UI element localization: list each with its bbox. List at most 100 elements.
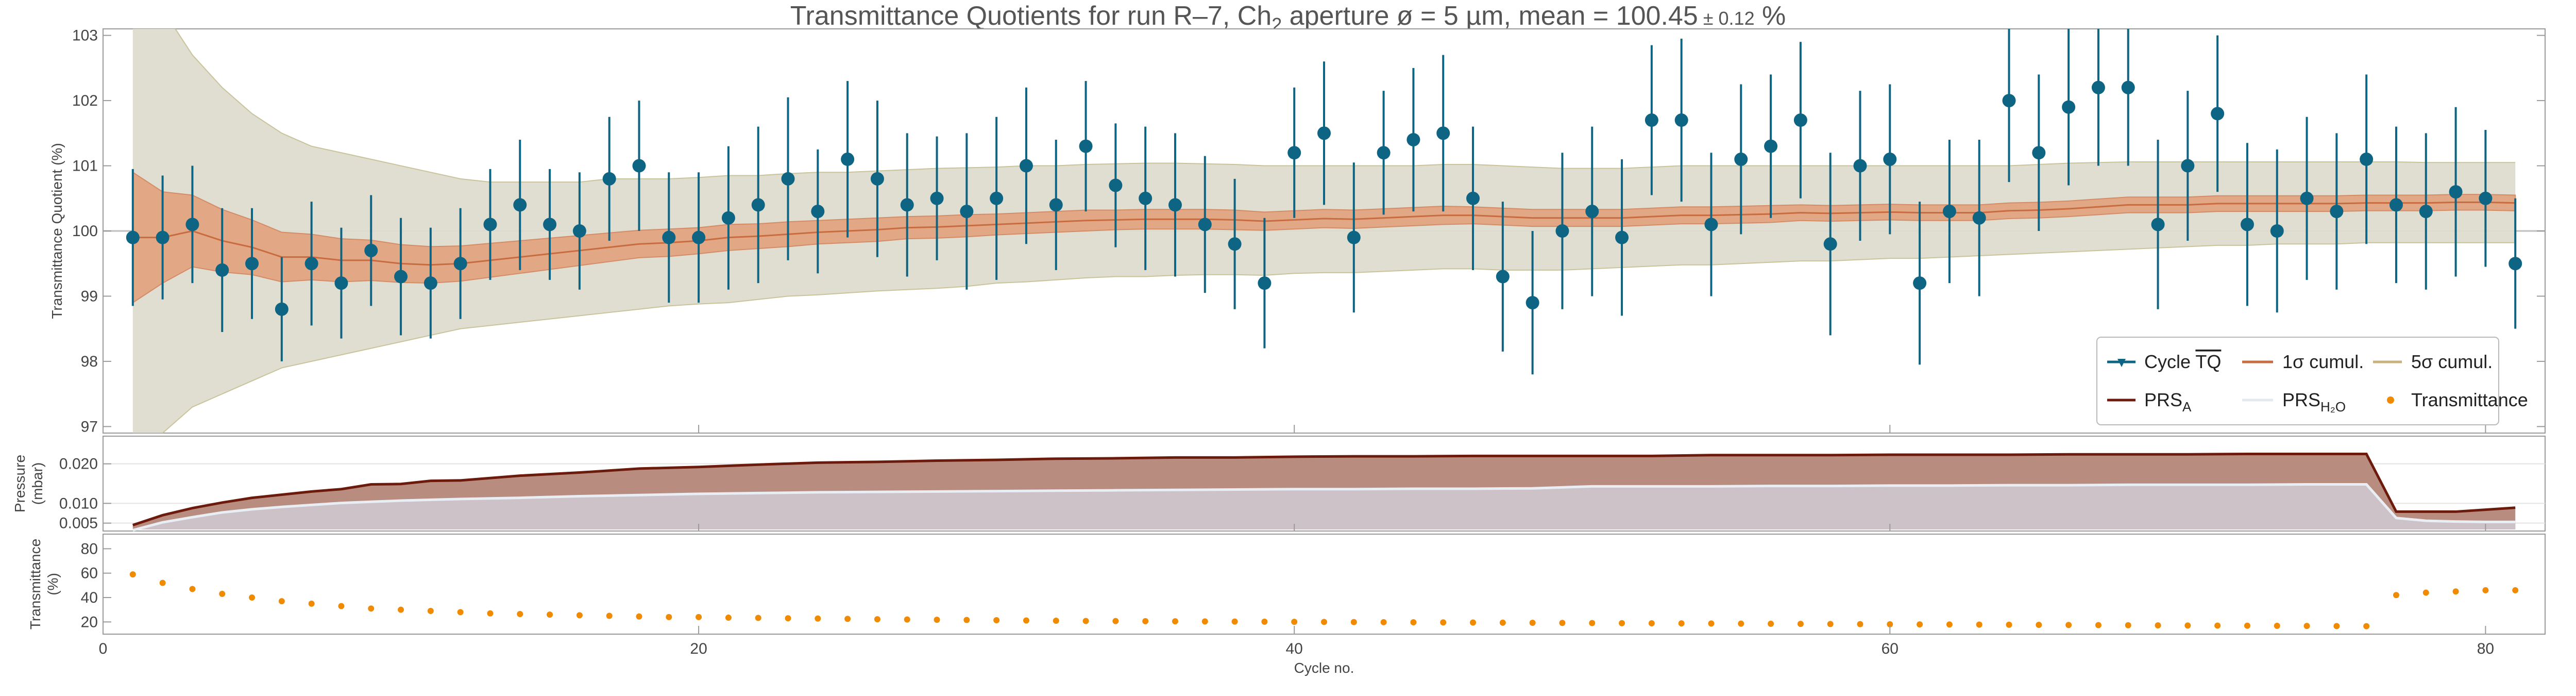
transmittance-point [1321, 619, 1327, 625]
cycle-point [2091, 80, 2105, 94]
cycle-point [304, 257, 318, 271]
cycle-point [1079, 139, 1093, 153]
transmittance-point [1768, 620, 1774, 627]
cycle-point [156, 230, 170, 244]
transmittance-point [1142, 618, 1149, 624]
transmittance-plot [129, 571, 2519, 629]
transmittance-point [1082, 618, 1089, 624]
cycle-point [1168, 198, 1182, 212]
sigma1-mean-line [132, 201, 2516, 266]
cycle-point [2240, 218, 2254, 231]
transmittance-point [1350, 619, 1357, 625]
cycle-point [364, 243, 378, 257]
transmittance-point [1053, 617, 1059, 624]
cycle-point [2419, 205, 2433, 219]
transmittance-point [1589, 620, 1596, 626]
cycle-point [751, 198, 765, 212]
transmittance-point [2393, 592, 2399, 599]
quotient-y-tick-label: 101 [72, 158, 98, 175]
sigma5-band [132, 29, 2516, 433]
svg-text:Pressure: Pressure [12, 455, 28, 512]
legend-label-prs-h2o: PRSH₂O [2282, 389, 2346, 415]
transmittance-y-tick-label: 80 [81, 540, 98, 557]
legend-item-cycle: Cycle TQ [2107, 351, 2221, 372]
cycle-point [1645, 113, 1658, 127]
transmittance-point [2303, 623, 2310, 629]
transmittance-point [1827, 621, 1834, 627]
pressure-y-tick-label: 0.010 [59, 495, 98, 512]
cycle-point [275, 302, 289, 316]
cycle-point [1793, 113, 1807, 127]
transmittance-point [606, 612, 613, 619]
transmittance-y-tick-label: 20 [81, 614, 98, 631]
transmittance-point [993, 617, 1000, 624]
transmittance-point [1499, 619, 1506, 626]
cycle-point [960, 205, 974, 219]
cycle-point [453, 257, 467, 271]
transmittance-point [2512, 587, 2519, 593]
transmittance-y-tick-label: 40 [81, 589, 98, 606]
transmittance-point [2184, 622, 2191, 629]
transmittance-point [2125, 622, 2131, 628]
legend-item-transmittance: Transmittance [2387, 389, 2528, 410]
transmittance-point [1410, 619, 1417, 626]
prs-a-line [132, 453, 2516, 526]
legend-box [2096, 337, 2499, 425]
cycle-point [1853, 159, 1867, 173]
cycle-point [1496, 270, 1510, 284]
cycle-point [1377, 146, 1391, 160]
transmittance-point [1797, 621, 1804, 627]
transmittance-point [278, 598, 285, 605]
transmittance-point [2214, 622, 2221, 629]
legend-label-sigma1: 1σ cumul. [2282, 351, 2364, 372]
pressure-plot [103, 453, 2545, 532]
transmittance-point [1380, 619, 1387, 625]
cycle-point [2032, 146, 2046, 160]
cycle-point [1883, 152, 1897, 166]
cycle-point [602, 172, 616, 186]
x-axis-label: Cycle no. [1294, 660, 1354, 676]
cycle-point [1466, 191, 1480, 205]
transmittance-point [1946, 621, 1953, 628]
svg-text:(%): (%) [45, 573, 61, 595]
cycle-point [423, 276, 437, 290]
transmittance-point [2036, 622, 2042, 628]
transmittance-point [398, 606, 404, 613]
chart-title: Transmittance Quotients for run R–7, Ch2… [790, 1, 1786, 35]
transmittance-point [249, 594, 256, 601]
transmittance-point [1172, 618, 1178, 625]
transmittance-point [457, 609, 464, 616]
cycle-point [1317, 126, 1331, 140]
sigma5-lower-line [132, 242, 2516, 433]
x-tick-label: 20 [690, 640, 707, 657]
transmittance-point [1738, 620, 1744, 627]
quotient-y-tick-label: 102 [72, 92, 98, 109]
cycle-point [2479, 191, 2493, 205]
cycle-point [1764, 139, 1778, 153]
transmittance-point [547, 611, 553, 618]
x-tick-label: 60 [1882, 640, 1899, 657]
cycle-point [1734, 152, 1748, 166]
transmittance-point [1440, 619, 1447, 626]
cycle-point [781, 172, 795, 186]
cycle-point [1139, 191, 1153, 205]
transmittance-point [368, 605, 375, 612]
cycle-point [2121, 80, 2135, 94]
transmittance-point [2452, 588, 2459, 595]
transmittance-point [2006, 621, 2012, 628]
cycle-point [1228, 237, 1242, 251]
transmittance-point [666, 614, 672, 620]
cycle-point [126, 230, 140, 244]
transmittance-point [2155, 622, 2161, 628]
legend-item-prs-h2o: PRSH₂O [2242, 389, 2346, 415]
cycle-point [1258, 276, 1272, 290]
transmittance-point [1261, 618, 1268, 625]
transmittance-point [904, 616, 910, 623]
transmittance-point [219, 590, 226, 597]
cycle-point [1347, 230, 1361, 244]
transmittance-point [487, 610, 494, 617]
cycle-point [2389, 198, 2403, 212]
axes: 97 98 99 100 101 102 103 0.005 0.010 0.020 20 40 60 8… [59, 27, 2545, 657]
pressure-y-axis-label: Pressure (mbar) [12, 455, 45, 512]
quotient-y-tick-label: 97 [81, 418, 98, 435]
